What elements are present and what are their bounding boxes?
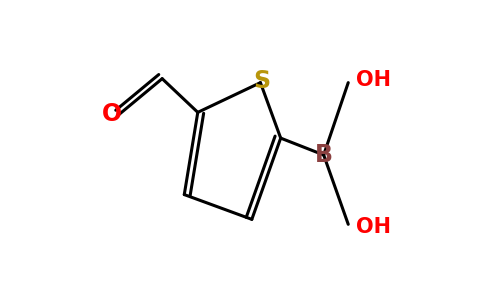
Text: OH: OH xyxy=(356,217,391,237)
Text: S: S xyxy=(253,69,271,93)
Text: O: O xyxy=(102,102,122,126)
Text: B: B xyxy=(315,143,333,167)
Text: OH: OH xyxy=(356,70,391,90)
